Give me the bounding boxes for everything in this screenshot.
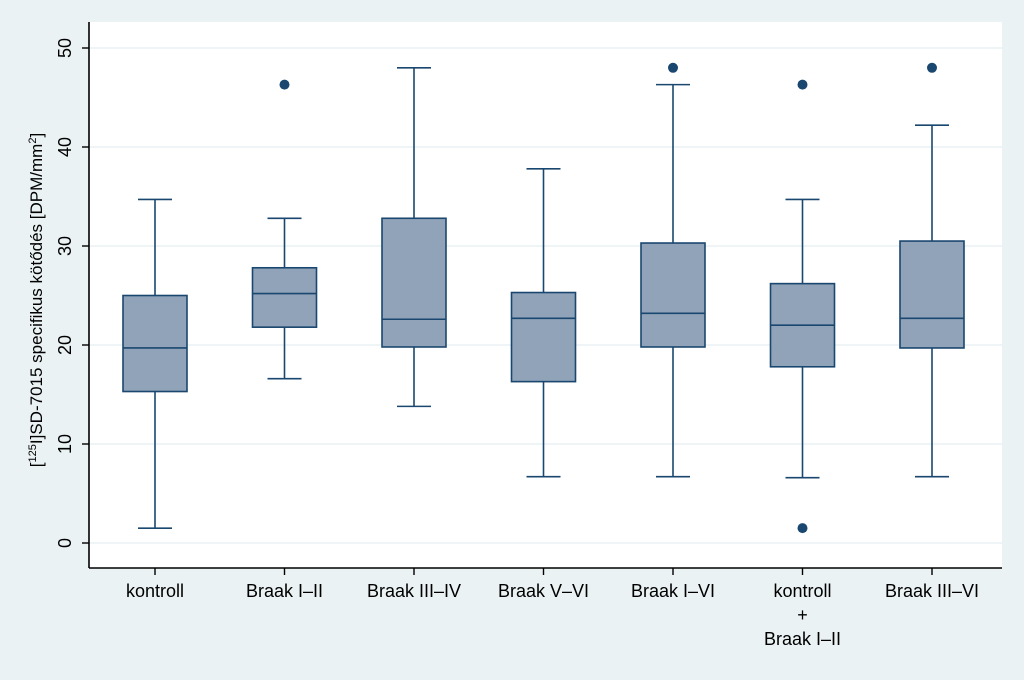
x-tick-label: kontroll + Braak I–II xyxy=(764,581,841,649)
x-tick-label: Braak I–VI xyxy=(631,581,715,601)
boxes xyxy=(122,62,965,534)
y-tick-label: 50 xyxy=(55,38,75,58)
x-tick-label: Braak I–II xyxy=(246,581,323,601)
y-tick-label: 10 xyxy=(55,434,75,454)
box-iqr xyxy=(899,240,965,349)
box-group xyxy=(251,79,318,380)
box-group xyxy=(510,167,577,478)
outlier-point xyxy=(797,79,808,90)
y-tick-label: 30 xyxy=(55,236,75,256)
box-group xyxy=(769,79,836,534)
box-group xyxy=(122,198,188,529)
y-tick-label: 40 xyxy=(55,137,75,157)
outlier-point xyxy=(279,79,290,90)
outlier-point xyxy=(927,62,937,73)
y-tick-label: 20 xyxy=(55,335,75,355)
box-group xyxy=(899,62,965,478)
x-tick-label: Braak III–VI xyxy=(885,581,979,601)
axes: 0 10 20 30 40 50 kontroll Braak I–II Braak III–I… xyxy=(55,22,1002,649)
outlier-point xyxy=(668,62,678,73)
box-iqr xyxy=(640,242,706,348)
box-group xyxy=(381,67,447,408)
box-iqr xyxy=(381,217,447,348)
box-iqr xyxy=(251,266,318,328)
y-tick-label: 0 xyxy=(55,538,75,548)
box-iqr xyxy=(122,294,188,393)
x-tick-label: Braak V–VI xyxy=(498,581,589,601)
box-group xyxy=(640,62,706,478)
x-tick-label: Braak III–IV xyxy=(367,581,461,601)
box-iqr xyxy=(510,291,577,383)
y-axis-label: [125I]SD-7015 specifikus kötődés [DPM/mm… xyxy=(27,133,46,467)
outlier-point xyxy=(797,523,808,534)
x-tick-label: kontroll xyxy=(126,581,184,601)
